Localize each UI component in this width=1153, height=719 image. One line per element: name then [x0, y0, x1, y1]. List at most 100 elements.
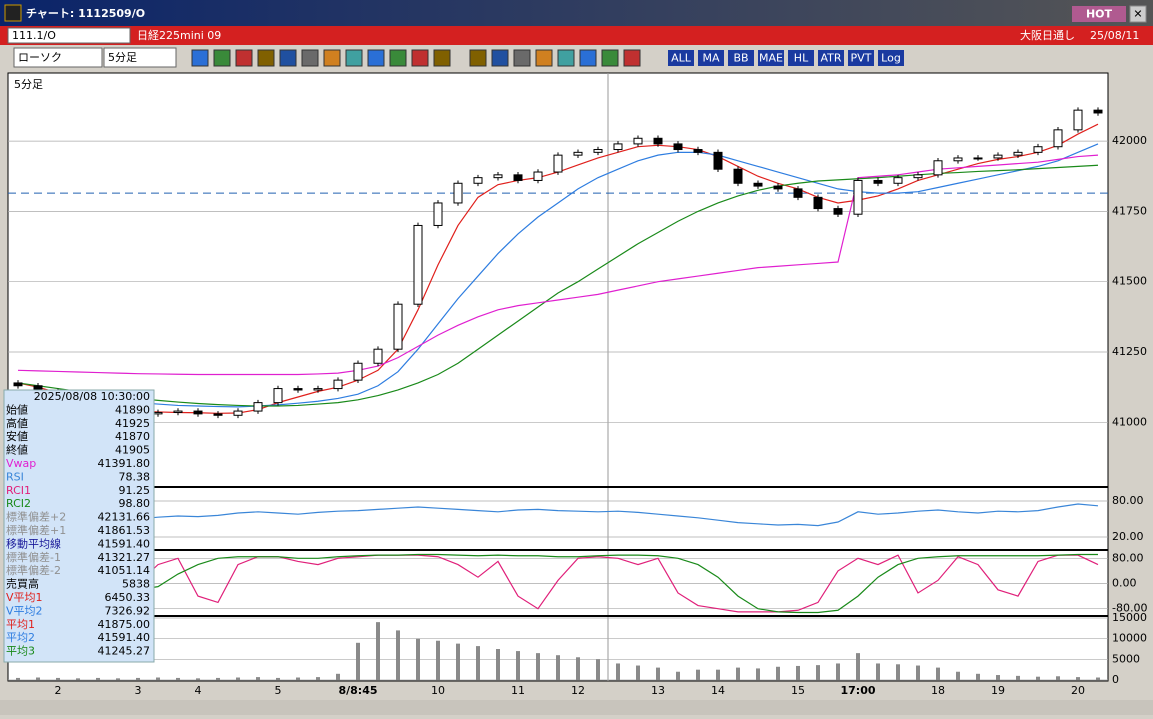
y-tick-label: 41250 [1112, 345, 1147, 358]
tool-button[interactable] [668, 50, 694, 66]
tool-icon[interactable] [491, 49, 509, 67]
candle-body [513, 174, 523, 181]
tool-button[interactable] [788, 50, 814, 66]
candle-body [1073, 109, 1083, 131]
info-label: 標準偏差+2 [6, 510, 66, 524]
volume-bar [176, 677, 180, 680]
volume-bar [196, 678, 200, 680]
volume-bar [956, 671, 960, 680]
info-value: 41925 [115, 417, 150, 430]
tool-icon[interactable] [213, 49, 231, 67]
tool-icon[interactable] [345, 49, 363, 67]
tool-icon[interactable] [579, 49, 597, 67]
candle-body [493, 174, 503, 179]
y-tick-label: 41000 [1112, 415, 1147, 428]
volume-bar [456, 643, 460, 680]
tool-button[interactable] [728, 50, 754, 66]
session: 大阪日通し [1020, 28, 1075, 42]
tool-icon[interactable] [535, 49, 553, 67]
tool-icon[interactable] [623, 49, 641, 67]
info-value: 41905 [115, 444, 150, 457]
info-label: 安値 [6, 429, 28, 443]
tool-icon[interactable] [301, 49, 319, 67]
candle-body [353, 362, 363, 381]
tool-icon[interactable] [469, 49, 487, 67]
y-tick-label: 41500 [1112, 275, 1147, 288]
candle-body [453, 182, 463, 204]
tool-button-label: MAE [759, 52, 783, 65]
y-tick-label: 80.00 [1112, 494, 1144, 507]
candle-body [793, 188, 803, 198]
indicator-line [17, 503, 1099, 527]
candle-body [473, 177, 483, 184]
symbol-box[interactable] [7, 27, 131, 44]
volume-bar [576, 657, 580, 680]
candle-body [393, 303, 403, 350]
tool-button-label: MA [702, 52, 719, 65]
info-label: Vwap [6, 457, 36, 470]
tool-button-label: ATR [820, 52, 841, 65]
info-label: V平均2 [6, 604, 43, 617]
tool-icon[interactable] [367, 49, 385, 67]
tool-icon[interactable] [411, 49, 429, 67]
hot-button[interactable] [1072, 6, 1126, 22]
x-tick-label: 13 [651, 684, 665, 697]
tool-icon[interactable] [433, 49, 451, 67]
candle-body [333, 379, 343, 390]
info-label: 標準偏差+1 [6, 523, 66, 537]
chart-type-select[interactable] [13, 47, 103, 68]
candle-body [653, 137, 663, 145]
candle-body [1033, 146, 1043, 153]
candle-body [833, 208, 843, 215]
candle-body [973, 157, 983, 160]
candle-body [553, 154, 563, 173]
tool-icon[interactable] [279, 49, 297, 67]
y-tick-label: -80.00 [1112, 602, 1147, 615]
tool-button-label: ALL [671, 52, 692, 65]
tool-button[interactable] [698, 50, 724, 66]
volume-bar [476, 646, 480, 680]
volume-bar [416, 638, 420, 680]
volume-bar [1096, 677, 1100, 680]
info-value: 41591.40 [98, 537, 151, 550]
tool-icon[interactable] [323, 49, 341, 67]
tool-icon[interactable] [257, 49, 275, 67]
volume-bar [816, 665, 820, 680]
panel-label: 5分足 [14, 78, 43, 91]
info-label: RSI [6, 470, 24, 483]
tool-icon[interactable] [235, 49, 253, 67]
tool-icon[interactable] [601, 49, 619, 67]
info-value: 78.38 [119, 470, 151, 483]
tool-button[interactable] [878, 50, 904, 66]
candle-body [953, 157, 963, 162]
interval-select[interactable] [103, 47, 177, 68]
tool-icon[interactable] [191, 49, 209, 67]
x-tick-label: 14 [711, 684, 725, 697]
chart-type: ローソク [18, 51, 62, 64]
tool-button[interactable] [848, 50, 874, 66]
y-tick-label: 0.00 [1112, 577, 1137, 590]
tool-button-label: PVT [851, 52, 872, 65]
volume-bar [1076, 677, 1080, 680]
tool-icon[interactable] [389, 49, 407, 67]
info-label: 平均1 [6, 618, 35, 631]
tool-button[interactable] [758, 50, 784, 66]
candle-body [233, 410, 243, 416]
candle-body [933, 160, 943, 176]
tool-icon[interactable] [557, 49, 575, 67]
hot-label: HOT [1086, 8, 1113, 21]
header-bar [0, 26, 1153, 45]
volume-bar [496, 649, 500, 680]
volume-bar [656, 667, 660, 680]
x-tick-label: 15 [791, 684, 805, 697]
info-label: 売買高 [6, 577, 39, 591]
info-label: 高値 [6, 416, 28, 430]
close-button[interactable] [1129, 5, 1147, 23]
info-panel [3, 389, 155, 663]
symbol: 111.1/O [12, 29, 56, 42]
tool-button[interactable] [818, 50, 844, 66]
info-label: 始値 [6, 402, 28, 416]
candle-body [733, 168, 743, 184]
tool-icon[interactable] [513, 49, 531, 67]
info-value: 6450.33 [105, 591, 151, 604]
